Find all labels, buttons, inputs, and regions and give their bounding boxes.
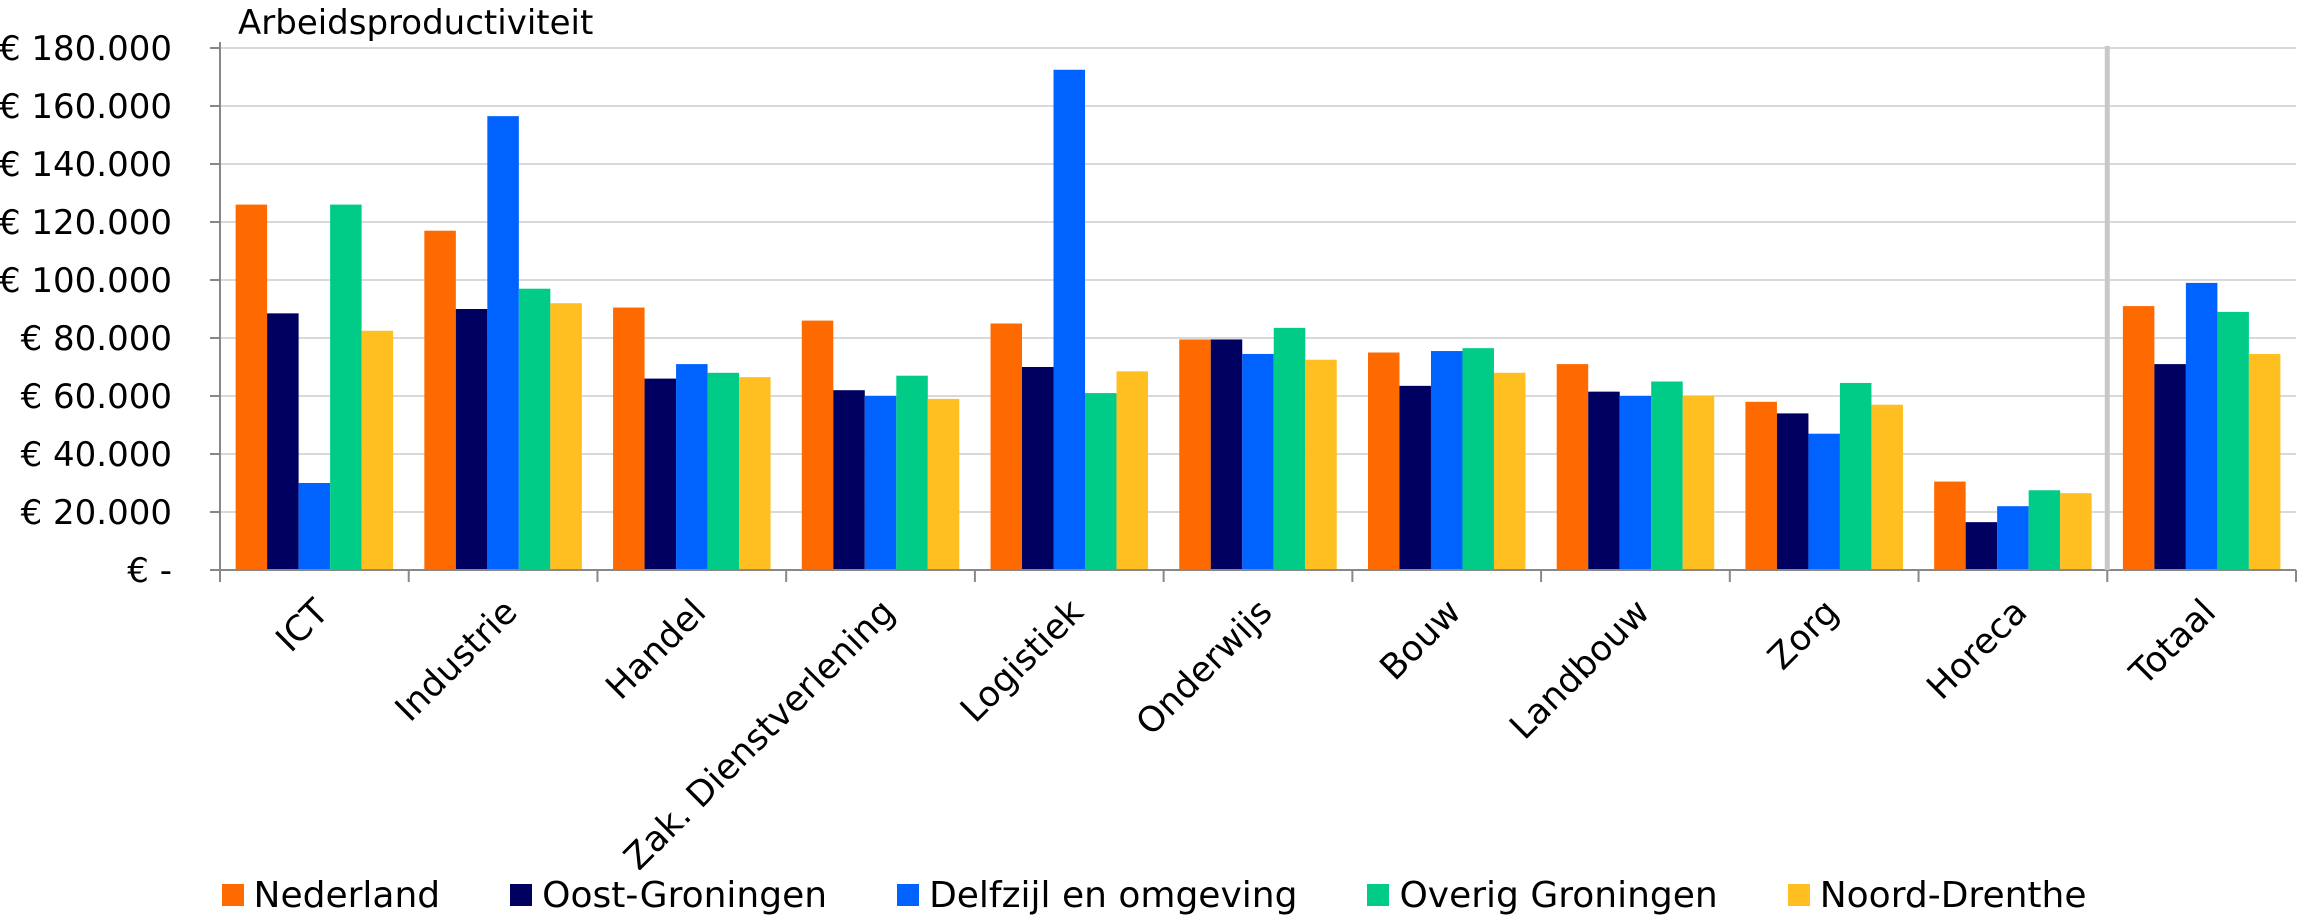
bar-oost-groningen (455, 309, 488, 570)
y-tick-label: € 140.000 (0, 145, 172, 185)
chart-title: Arbeidsproductiviteit (238, 3, 593, 43)
bar-nederland (1745, 401, 1777, 570)
legend-label: Delfzijl en omgeving (929, 874, 1298, 916)
bar-delfzijl-en-omgeving (864, 396, 897, 570)
bar-oost-groningen (644, 378, 677, 570)
legend-swatch (1787, 884, 1810, 906)
bar-noord-drenthe (1116, 371, 1149, 570)
bar-nederland (613, 307, 645, 570)
bar-oost-groningen (2154, 364, 2186, 570)
legend-swatch (1367, 884, 1390, 906)
bars (235, 69, 2281, 571)
x-tick-label: Zorg (1761, 592, 1847, 678)
y-tick-label: € 60.000 (21, 377, 172, 417)
legend-label: Overig Groningen (1399, 874, 1718, 916)
bar-noord-drenthe (1305, 359, 1337, 570)
legend-label: Nederland (253, 874, 441, 916)
bar-nederland (2122, 306, 2155, 570)
legend-label: Oost-Groningen (542, 874, 828, 916)
bar-noord-drenthe (2248, 353, 2281, 570)
bar-oost-groningen (1399, 385, 1431, 570)
x-tick-label: Logistiek (953, 592, 1092, 731)
bar-noord-drenthe (361, 330, 394, 570)
bar-nederland (1179, 339, 1211, 570)
bar-overig-groningen (1462, 348, 1494, 570)
legend-item: Overig Groningen (1367, 874, 1718, 916)
bar-noord-drenthe (1871, 404, 1903, 570)
bar-noord-drenthe (739, 377, 771, 570)
bar-oost-groningen (1965, 522, 1998, 570)
bar-delfzijl-en-omgeving (1997, 506, 2029, 570)
bar-overig-groningen (1085, 393, 1117, 570)
bar-nederland (1367, 352, 1400, 570)
legend-item: Delfzijl en omgeving (897, 875, 1297, 916)
bar-nederland (801, 320, 834, 570)
bar-overig-groningen (1839, 382, 1872, 570)
legend-swatch (510, 884, 533, 906)
bar-oost-groningen (1776, 413, 1809, 570)
bar-delfzijl-en-omgeving (298, 483, 331, 570)
bar-oost-groningen (1588, 391, 1620, 570)
bar-noord-drenthe (927, 398, 960, 570)
y-tick-label: € 100.000 (0, 261, 172, 301)
bar-nederland (1556, 364, 1589, 570)
bar-overig-groningen (1273, 327, 1306, 570)
bar-overig-groningen (2028, 490, 2061, 570)
legend: Nederland Oost-Groningen Delfzijl en omgev… (0, 870, 2308, 920)
x-tick-label: Onderwijs (1129, 592, 1280, 743)
y-tick-label: € 120.000 (0, 203, 172, 243)
bar-delfzijl-en-omgeving (487, 116, 519, 571)
legend-item: Nederland (221, 874, 441, 916)
bar-oost-groningen (833, 390, 865, 570)
bar-oost-groningen (1022, 367, 1054, 570)
y-tick-labels: € - € 20.000 € 40.000 € 60.000 € 80.000 € 100… (0, 29, 172, 591)
bar-nederland (990, 323, 1023, 570)
bar-delfzijl-en-omgeving (1242, 353, 1274, 570)
x-tick-label: Landbouw (1502, 592, 1657, 747)
bar-overig-groningen (707, 372, 740, 570)
x-tick-label: ICT (269, 592, 337, 660)
bar-delfzijl-en-omgeving (1430, 351, 1463, 570)
bar-delfzijl-en-omgeving (1808, 433, 1840, 570)
bar-noord-drenthe (550, 303, 582, 570)
x-tick-label: Handel (599, 592, 715, 708)
legend-item: Oost-Groningen (510, 875, 827, 916)
legend-item: Noord-Drenthe (1787, 874, 2087, 916)
bar-nederland (1934, 481, 1966, 570)
y-tick-label: € 20.000 (21, 493, 172, 533)
x-tick-label: Horeca (1920, 592, 2036, 708)
bar-delfzijl-en-omgeving (1053, 69, 1086, 570)
bar-overig-groningen (518, 288, 551, 570)
y-tick-label: € 40.000 (21, 435, 172, 475)
legend-swatch (221, 884, 244, 906)
axes (219, 42, 2297, 582)
bar-noord-drenthe (1493, 372, 1526, 570)
bar-noord-drenthe (1682, 396, 1715, 570)
x-tick-label: Bouw (1373, 592, 1469, 688)
bar-overig-groningen (330, 204, 362, 570)
legend-swatch (897, 884, 920, 906)
y-tick-label: € - (127, 551, 172, 591)
bar-nederland (235, 204, 268, 570)
bar-oost-groningen (1210, 339, 1243, 570)
bar-chart: € - € 20.000 € 40.000 € 60.000 € 80.000 € 100… (0, 3, 2297, 870)
bar-nederland (424, 230, 456, 570)
x-tick-label: Totaal (2122, 592, 2224, 694)
bar-overig-groningen (1651, 381, 1683, 570)
bar-overig-groningen (2217, 311, 2249, 570)
bar-delfzijl-en-omgeving (676, 364, 708, 570)
y-tick-label: € 180.000 (0, 29, 172, 69)
x-tick-label: Industrie (388, 592, 526, 730)
bar-delfzijl-en-omgeving (1619, 396, 1652, 570)
bar-noord-drenthe (2060, 493, 2092, 570)
legend-label: Noord-Drenthe (1819, 874, 2087, 916)
bar-oost-groningen (267, 313, 299, 570)
y-tick-label: € 160.000 (0, 87, 172, 127)
bar-delfzijl-en-omgeving (2185, 282, 2218, 570)
y-tick-label: € 80.000 (21, 319, 172, 359)
bar-overig-groningen (896, 375, 928, 570)
